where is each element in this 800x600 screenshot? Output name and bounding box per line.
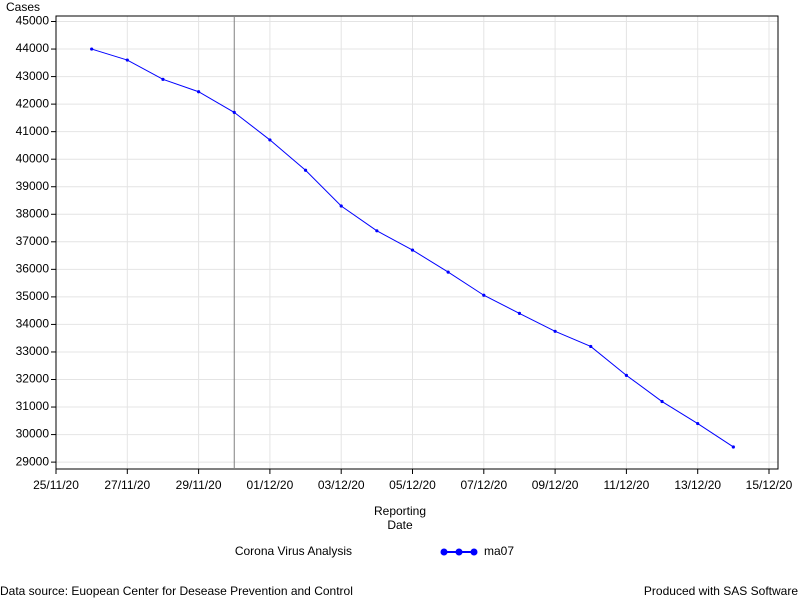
x-axis-label: Reporting Date xyxy=(373,504,427,532)
data-point xyxy=(268,138,272,142)
y-tick-label: 43000 xyxy=(16,69,50,83)
legend-marker xyxy=(455,548,463,556)
data-point xyxy=(161,77,165,81)
y-tick-label: 38000 xyxy=(16,206,50,220)
footnote: Produced with SAS Software xyxy=(644,584,798,598)
x-tick-label: 05/12/20 xyxy=(389,478,436,492)
data-point xyxy=(624,373,629,377)
legend-marker xyxy=(470,548,478,556)
y-tick-label: 34000 xyxy=(16,317,50,331)
x-tick-label: 15/12/20 xyxy=(746,478,793,492)
legend-marker xyxy=(440,548,448,556)
y-tick-label: 31000 xyxy=(16,399,50,413)
y-tick-label: 36000 xyxy=(16,262,50,276)
y-tick-label: 45000 xyxy=(16,14,50,28)
legend-title: Corona Virus Analysis xyxy=(235,544,352,558)
y-tick-label: 42000 xyxy=(16,96,50,110)
data-point xyxy=(232,110,236,114)
x-tick-label: 13/12/20 xyxy=(674,478,721,492)
y-tick-label: 44000 xyxy=(16,41,50,55)
data-point xyxy=(482,293,486,297)
x-tick-label: 29/11/20 xyxy=(176,478,222,492)
data-point xyxy=(410,248,415,252)
x-tick-label: 09/12/20 xyxy=(532,478,579,492)
legend-label: ma07 xyxy=(484,544,514,558)
data-point xyxy=(553,329,557,333)
y-tick-label: 37000 xyxy=(16,234,50,248)
x-tick-label: 07/12/20 xyxy=(460,478,507,492)
data-point xyxy=(446,270,450,274)
y-tick-label: 29000 xyxy=(16,454,50,468)
data-point xyxy=(303,168,308,172)
data-point xyxy=(696,421,700,426)
data-point xyxy=(90,47,94,51)
x-tick-label: 01/12/20 xyxy=(247,478,294,492)
x-tick-label: 11/12/20 xyxy=(603,478,649,492)
data-point xyxy=(125,58,129,62)
y-tick-label: 30000 xyxy=(16,427,50,441)
data-point xyxy=(589,344,593,349)
plot-frame xyxy=(55,15,779,470)
data-point xyxy=(517,311,522,316)
x-tick-label: 27/11/20 xyxy=(104,478,150,492)
x-tick-label: 03/12/20 xyxy=(318,478,365,492)
y-tick-label: 39000 xyxy=(16,179,50,193)
footnote: Data source: Euopean Center for Desease … xyxy=(0,584,353,598)
y-tick-label: 33000 xyxy=(16,344,50,358)
data-point xyxy=(375,229,379,233)
y-tick-label: 32000 xyxy=(16,372,50,386)
y-tick-label: 40000 xyxy=(16,151,50,165)
y-axis-label: Cases xyxy=(6,0,40,14)
x-tick-label: 25/11/20 xyxy=(33,478,79,492)
data-point xyxy=(660,399,664,404)
y-tick-label: 41000 xyxy=(16,124,50,138)
data-point xyxy=(339,204,343,208)
data-point xyxy=(731,445,735,449)
y-tick-label: 35000 xyxy=(16,289,50,303)
data-point xyxy=(197,90,201,94)
